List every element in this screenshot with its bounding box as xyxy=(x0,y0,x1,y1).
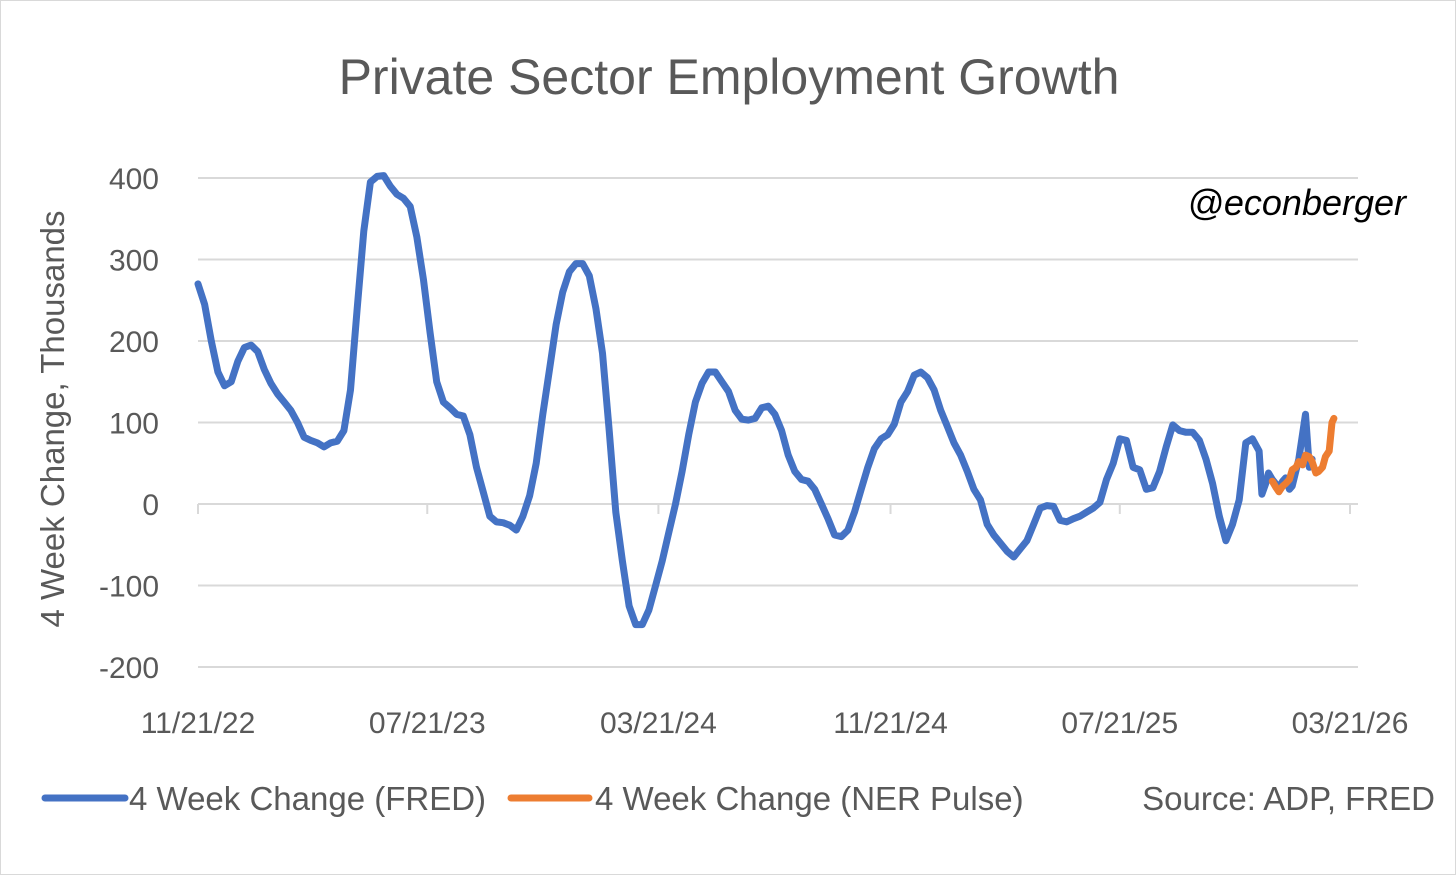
y-tick-label: 100 xyxy=(109,408,159,441)
series-line-ner-pulse xyxy=(1268,414,1338,496)
x-tick-label: 07/21/25 xyxy=(1061,707,1178,740)
x-axis-ticks: 11/21/22 07/21/23 03/21/24 11/21/24 07/21/25… xyxy=(141,504,1409,740)
y-tick-label: -200 xyxy=(99,652,159,685)
x-tick-label: 03/21/24 xyxy=(600,707,717,740)
legend-label-fred: 4 Week Change (FRED) xyxy=(129,780,486,817)
source-note: Source: ADP, FRED xyxy=(1142,780,1435,817)
y-tick-label: 300 xyxy=(109,245,159,278)
x-tick-label: 03/21/26 xyxy=(1292,707,1409,740)
gridlines xyxy=(198,177,1358,668)
y-axis-label: 4 Week Change, Thousands xyxy=(34,210,71,627)
series-line-fred xyxy=(194,172,1316,629)
legend-label-ner-pulse: 4 Week Change (NER Pulse) xyxy=(595,780,1024,817)
y-tick-label: 0 xyxy=(142,489,159,522)
y-tick-label: 200 xyxy=(109,326,159,359)
y-tick-label: 400 xyxy=(109,163,159,196)
legend: 4 Week Change (FRED) 4 Week Change (NER … xyxy=(41,780,1024,817)
y-axis-ticks: -200 -100 0 100 200 300 400 xyxy=(99,163,159,685)
series-lines xyxy=(194,172,1338,629)
x-tick-label: 11/21/24 xyxy=(833,707,948,740)
watermark-handle: @econberger xyxy=(1187,182,1408,223)
y-tick-label: -100 xyxy=(99,571,159,604)
x-tick-label: 07/21/23 xyxy=(369,707,486,740)
chart-title: Private Sector Employment Growth xyxy=(339,49,1120,105)
x-tick-label: 11/21/22 xyxy=(141,707,256,740)
